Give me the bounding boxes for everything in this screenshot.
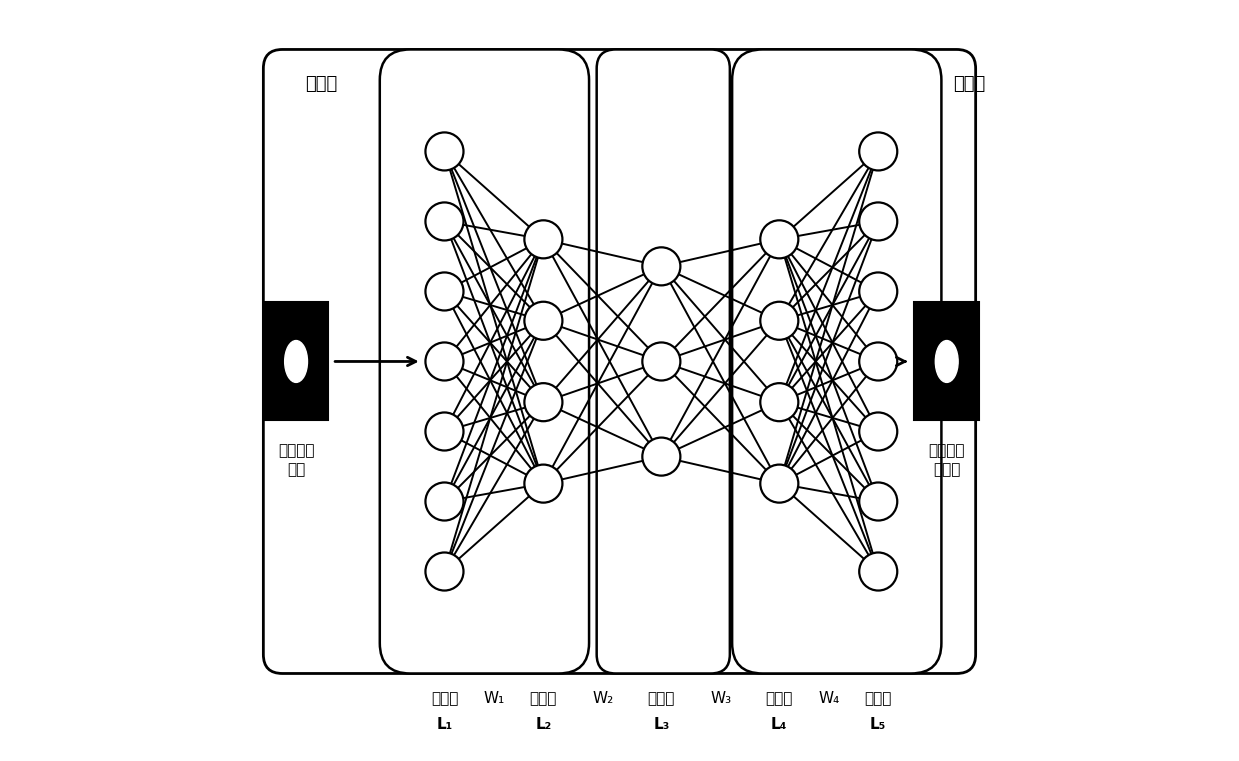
Text: W₃: W₃ (710, 691, 731, 706)
Circle shape (425, 482, 463, 521)
Circle shape (859, 412, 897, 451)
Circle shape (859, 272, 897, 310)
Circle shape (859, 202, 897, 240)
Circle shape (761, 464, 798, 502)
Circle shape (642, 438, 680, 476)
Bar (264, 302, 328, 420)
Circle shape (524, 384, 563, 421)
Circle shape (642, 247, 680, 285)
Circle shape (859, 132, 897, 170)
Circle shape (425, 552, 463, 591)
Circle shape (425, 132, 463, 170)
Circle shape (524, 221, 563, 259)
Circle shape (425, 412, 463, 451)
Text: 图像局部: 图像局部 (278, 444, 315, 458)
Circle shape (642, 342, 680, 380)
Ellipse shape (935, 340, 958, 382)
Circle shape (859, 342, 897, 380)
Circle shape (524, 464, 563, 502)
Text: 编码器: 编码器 (305, 75, 337, 93)
Text: 隐藏层: 隐藏层 (530, 691, 558, 706)
Text: W₄: W₄ (818, 691, 839, 706)
Circle shape (761, 302, 798, 339)
Circle shape (524, 302, 563, 339)
Text: 斑块: 斑块 (287, 463, 305, 477)
Circle shape (761, 221, 798, 259)
Text: L₄: L₄ (771, 717, 788, 732)
Text: L₂: L₂ (535, 717, 551, 732)
Text: 隐藏层: 隐藏层 (766, 691, 793, 706)
FancyBboxPatch shape (264, 49, 975, 673)
Text: 输入层: 输入层 (431, 691, 458, 706)
Text: 译码器: 译码器 (954, 75, 986, 93)
FancyBboxPatch shape (380, 49, 589, 673)
Circle shape (425, 342, 463, 380)
Text: W₁: W₁ (483, 691, 504, 706)
Circle shape (425, 202, 463, 240)
Text: L₅: L₅ (870, 717, 886, 732)
Ellipse shape (285, 340, 307, 382)
Text: W₂: W₂ (592, 691, 613, 706)
Text: 部斑块: 部斑块 (933, 463, 960, 477)
Circle shape (761, 384, 798, 421)
FancyBboxPatch shape (732, 49, 942, 673)
FancyBboxPatch shape (597, 49, 730, 673)
Circle shape (425, 272, 463, 310)
Circle shape (859, 552, 897, 591)
Text: L₁: L₁ (436, 717, 452, 732)
Bar (914, 302, 979, 420)
Text: 隐藏层: 隐藏层 (648, 691, 675, 706)
Text: 重建的局: 重建的局 (928, 444, 965, 458)
Circle shape (859, 482, 897, 521)
Text: L₃: L₃ (653, 717, 669, 732)
Text: 输出层: 输出层 (865, 691, 892, 706)
